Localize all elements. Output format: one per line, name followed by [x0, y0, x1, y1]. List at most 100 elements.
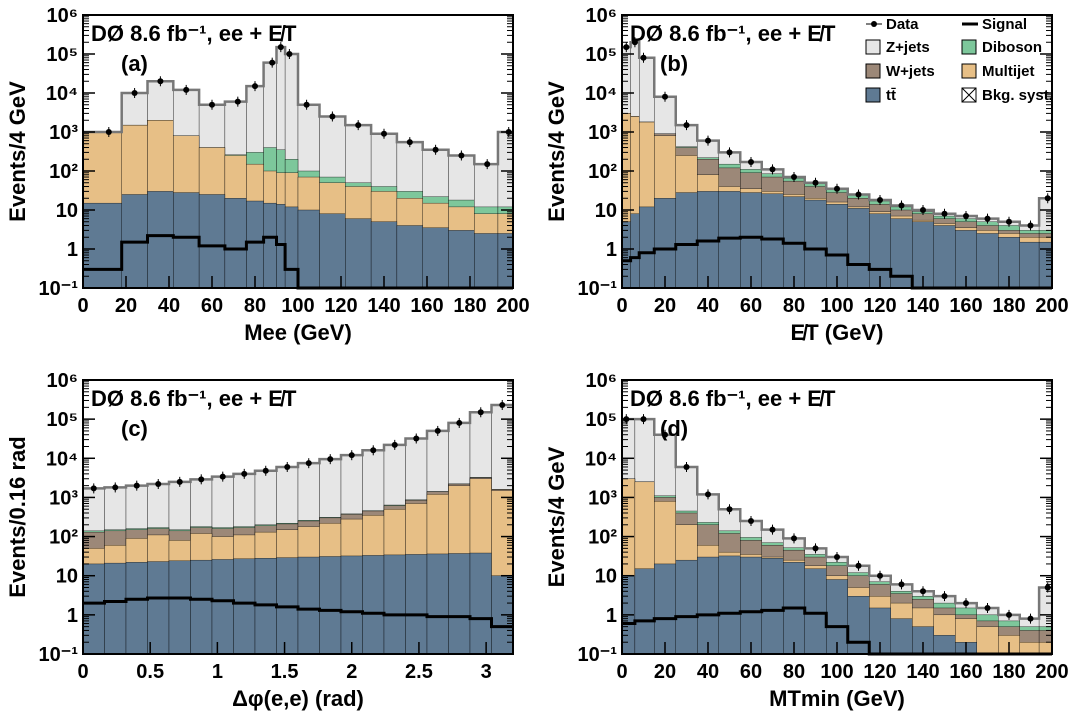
y-tick-label: 1	[67, 239, 78, 261]
y-tick-label: 10²	[588, 161, 617, 183]
legend-swatch	[865, 87, 881, 103]
bar	[297, 209, 320, 289]
y-tick-label: 10⁻¹	[578, 278, 618, 300]
legend-item-wjets: W+jets	[865, 63, 935, 80]
y-tick-label: 10⁶	[586, 370, 617, 392]
bar	[718, 191, 741, 289]
data-point	[705, 491, 711, 498]
y-tick-label: 10⁻¹	[39, 278, 79, 300]
data-point	[303, 101, 310, 108]
y-axis-label: Events/4 GeV	[544, 81, 569, 222]
bar	[890, 618, 913, 655]
data-point	[391, 441, 398, 448]
data-point	[269, 59, 276, 66]
y-tick-label: 10	[595, 200, 617, 222]
bar	[297, 556, 320, 655]
data-point	[941, 593, 948, 600]
bar	[396, 225, 423, 289]
bar	[147, 561, 170, 655]
data-point	[769, 526, 776, 533]
panel-label: (d)	[660, 416, 688, 441]
x-tick-label: 80	[783, 661, 805, 683]
bar	[211, 559, 234, 655]
bar	[319, 213, 346, 289]
bar	[340, 555, 363, 655]
bar	[847, 596, 870, 655]
data-point	[640, 54, 647, 61]
bar	[697, 556, 719, 655]
bar	[405, 554, 428, 655]
data-point	[1027, 222, 1034, 229]
bar	[847, 208, 870, 289]
bar	[740, 556, 762, 655]
y-tick-label: 10⁵	[46, 409, 78, 431]
x-tick-label: 140	[367, 295, 400, 317]
y-tick-label: 1	[606, 239, 617, 261]
x-tick-label: 200	[1035, 295, 1068, 317]
x-tick-label: 20	[115, 295, 137, 317]
y-tick-label: 10⁵	[585, 409, 617, 431]
x-tick-label: 160	[410, 295, 443, 317]
data-point	[920, 588, 926, 595]
y-axis-label: Events/0.16 rad	[5, 436, 30, 597]
x-tick-label: 200	[1035, 661, 1068, 683]
data-point	[769, 166, 776, 173]
legend-label: Data	[886, 16, 919, 33]
data-point	[623, 44, 630, 51]
bar	[263, 202, 277, 289]
bar	[173, 192, 200, 289]
x-tick-label: 1.5	[271, 661, 299, 683]
panel-label: (b)	[660, 51, 688, 76]
legend-swatch	[961, 39, 977, 55]
data-point	[834, 554, 840, 561]
data-point	[355, 122, 362, 129]
data-point	[984, 604, 991, 611]
data-point	[631, 39, 638, 46]
legend-label: Diboson	[982, 39, 1042, 56]
series-tt	[82, 552, 514, 655]
bar	[654, 563, 676, 655]
data-point	[662, 93, 668, 100]
data-point	[941, 210, 948, 217]
x-tick-label: 80	[783, 295, 805, 317]
bar	[147, 191, 174, 289]
data-point	[855, 562, 862, 569]
x-tick-label: 60	[201, 295, 223, 317]
data-point	[413, 435, 420, 442]
data-point	[105, 129, 112, 135]
bar	[804, 199, 827, 289]
panel-label: (a)	[121, 51, 148, 76]
data-point	[834, 185, 840, 192]
x-tick-label: 3	[481, 661, 492, 683]
panel-title: DØ 8.6 fb⁻¹, ee + E̸T	[630, 386, 836, 411]
legend-item-syst: Bkg. syst.	[961, 87, 1053, 104]
y-tick-label: 10	[56, 200, 78, 222]
bar	[761, 558, 784, 655]
data-point	[348, 452, 355, 459]
legend-swatch	[961, 87, 977, 103]
data-point	[791, 535, 797, 542]
x-tick-label: 80	[244, 295, 266, 317]
bar	[654, 198, 676, 289]
bar	[469, 552, 492, 655]
data-point	[90, 485, 97, 492]
y-tick-label: 10³	[588, 122, 617, 144]
panel-title: DØ 8.6 fb⁻¹, ee + E̸T	[91, 21, 297, 46]
x-tick-label: 120	[324, 295, 357, 317]
x-tick-label: 0	[616, 295, 627, 317]
data-point	[791, 174, 797, 181]
x-tick-label: 180	[992, 295, 1025, 317]
x-tick-label: 2.5	[405, 661, 433, 683]
x-axis-label: Δφ(e,e) (rad)	[232, 686, 364, 711]
y-tick-label: 10⁵	[46, 44, 78, 66]
panel-label: (c)	[121, 416, 148, 441]
x-tick-label: 160	[949, 661, 982, 683]
x-tick-label: 1	[212, 661, 223, 683]
bar	[761, 193, 784, 289]
data-point	[133, 482, 140, 489]
bar	[976, 626, 999, 655]
y-tick-label: 10³	[49, 122, 78, 144]
series-tt	[621, 555, 977, 655]
y-tick-label: 10⁶	[47, 5, 78, 27]
y-tick-label: 10³	[49, 487, 78, 509]
